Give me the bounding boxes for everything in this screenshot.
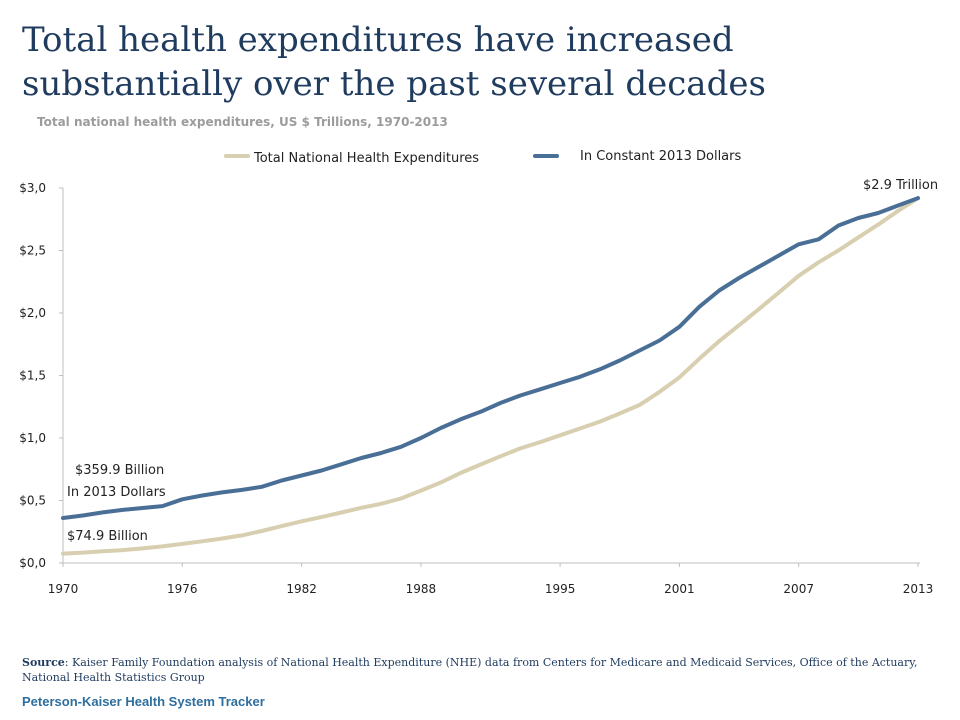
y-tick-label: $0,5 [19,494,46,508]
annotation-start-constant-note: In 2013 Dollars [67,485,166,500]
x-tick-label: 1976 [167,582,198,596]
series-line-total-nhe [61,196,920,556]
x-tick-label: 2013 [903,582,934,596]
legend-label: Total National Health Expenditures [253,151,479,166]
chart-annotations: $2.9 Trillion $359.9 Billion In 2013 Dolla… [67,178,938,544]
annotation-end-value: $2.9 Trillion [863,178,938,193]
x-tick-label: 2007 [783,582,814,596]
y-tick-label: $2,0 [19,306,46,320]
chart-legend: Total National Health Expenditures In Con… [224,149,741,166]
legend-label: In Constant 2013 Dollars [580,149,741,164]
source-note: Source: Kaiser Family Foundation analysi… [22,655,922,685]
annotation-start-nominal: $74.9 Billion [67,529,148,544]
page-title: Total health expenditures have increased… [22,20,766,104]
chart-axes: $0,0 $0,5 $1,0 $1,5 $2,0 $2,5 $3,0 1970 1976 1982… [19,181,933,596]
x-tick-label: 1970 [48,582,79,596]
footer-brand: Peterson-Kaiser Health System Tracker [22,694,265,709]
source-text: : Kaiser Family Foundation analysis of N… [22,656,918,684]
y-tick-label: $1,0 [19,431,46,445]
source-label: Source [22,656,65,669]
annotation-start-constant: $359.9 Billion [75,463,164,478]
x-tick-label: 1995 [545,582,576,596]
x-tick-label: 1982 [286,582,317,596]
y-tick-label: $1,5 [19,369,46,383]
x-tick-label: 2001 [664,582,695,596]
chart-subtitle: Total national health expenditures, US $… [37,115,448,129]
chart-series-layer [61,196,920,556]
y-tick-label: $3,0 [19,181,46,195]
y-tick-label: $2,5 [19,244,46,258]
y-tick-label: $0,0 [19,556,46,570]
series-line-constant-2013 [61,196,920,520]
x-tick-label: 1988 [406,582,437,596]
